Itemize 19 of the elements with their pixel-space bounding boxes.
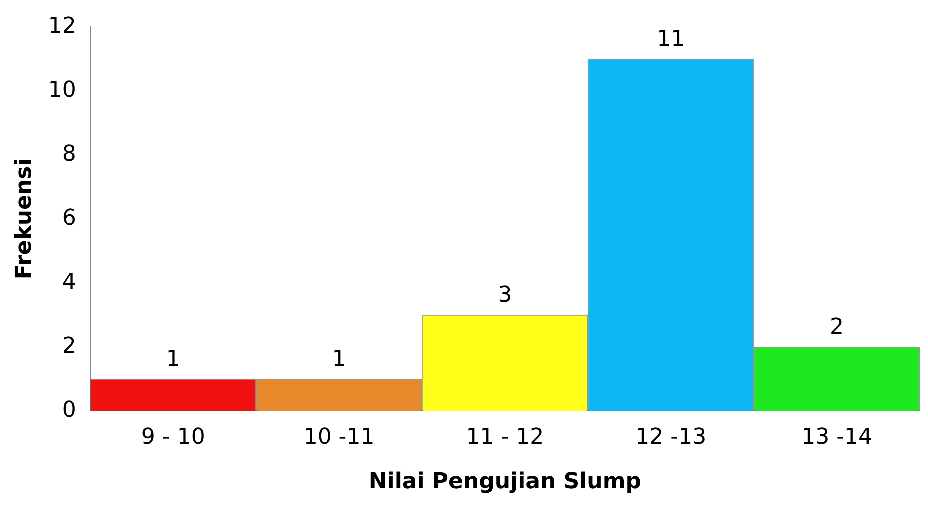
y-tick-label: 10: [48, 78, 76, 103]
y-tick-label: 2: [62, 334, 76, 359]
x-tick-label: 13 -14: [802, 425, 872, 450]
data-label: 2: [830, 314, 844, 340]
data-label: 11: [657, 26, 686, 52]
data-label: 1: [332, 346, 346, 372]
x-tick-label: 10 -11: [304, 425, 375, 450]
x-axis-title: Nilai Pengujian Slump: [368, 470, 642, 495]
y-tick-label: 12: [48, 14, 76, 39]
y-tick-label: 6: [62, 206, 76, 231]
x-tick-label: 12 -13: [636, 425, 707, 450]
y-tick-label: 4: [62, 270, 76, 295]
y-tick-label: 0: [62, 398, 76, 423]
y-tick-label: 8: [62, 142, 76, 167]
data-label: 3: [498, 282, 512, 308]
x-tick-label: 9 - 10: [141, 425, 206, 450]
data-label: 1: [166, 346, 180, 372]
x-tick-label: 11 - 12: [466, 425, 544, 450]
y-axis-title: Frekuensi: [12, 158, 37, 280]
